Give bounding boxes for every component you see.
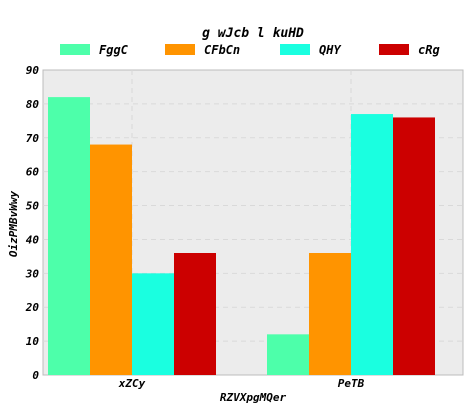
y-axis-label: OizPMBvWwy xyxy=(7,191,20,258)
legend-item-FggC: FggC xyxy=(60,43,129,57)
bar-QHY-xZCy xyxy=(132,273,174,375)
y-tick-label: 70 xyxy=(26,132,40,145)
legend-swatch xyxy=(280,44,310,55)
bar-CFbCn-xZCy xyxy=(90,144,132,375)
y-tick-label: 60 xyxy=(26,166,40,179)
legend-item-CFbCn: CFbCn xyxy=(165,43,240,57)
x-tick-label: PeTB xyxy=(338,377,365,390)
legend-label: FggC xyxy=(99,43,129,57)
bar-QHY-PeTB xyxy=(351,114,393,376)
chart-title: g wJcb l kuHD xyxy=(202,26,304,41)
legend-item-cRg: cRg xyxy=(379,43,440,57)
y-tick-label: 0 xyxy=(32,369,39,382)
legend: FggC CFbCn QHY cRg xyxy=(60,43,440,57)
y-tick-label: 40 xyxy=(26,233,40,246)
legend-label: CFbCn xyxy=(204,43,240,57)
y-tick-label: 10 xyxy=(26,335,40,348)
y-tick-label: 90 xyxy=(26,64,40,77)
bar-cRg-PeTB xyxy=(393,117,435,375)
bars xyxy=(48,97,435,376)
y-axis-ticks: 0 10 20 30 40 50 60 70 80 90 xyxy=(25,64,40,382)
y-tick-label: 80 xyxy=(26,98,40,111)
legend-swatch xyxy=(379,44,409,55)
x-tick-label: xZCy xyxy=(118,377,146,390)
legend-label: cRg xyxy=(418,43,440,57)
x-axis-label: RZVXpgMQer xyxy=(220,391,287,404)
y-tick-label: 50 xyxy=(26,200,40,213)
y-tick-label: 20 xyxy=(25,301,40,314)
bar-FggC-xZCy xyxy=(48,97,90,375)
legend-label: QHY xyxy=(319,43,341,57)
bar-CFbCn-PeTB xyxy=(309,253,351,375)
bar-cRg-xZCy xyxy=(174,253,216,375)
legend-swatch xyxy=(165,44,195,55)
x-axis-ticks: xZCy PeTB xyxy=(118,377,365,390)
bar-FggC-PeTB xyxy=(267,334,309,375)
y-tick-label: 30 xyxy=(25,267,40,280)
legend-swatch xyxy=(60,44,90,55)
legend-item-QHY: QHY xyxy=(280,43,341,57)
